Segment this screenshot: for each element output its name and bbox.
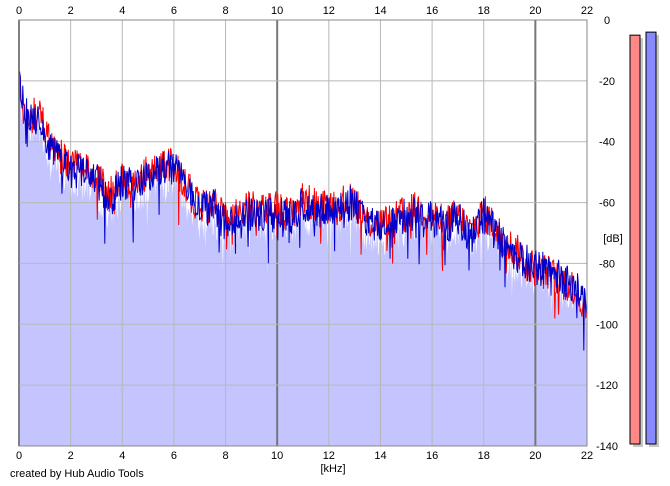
x-tick-label-top: 18	[478, 5, 490, 17]
x-tick-label-top: 2	[68, 5, 74, 17]
x-tick-label-bottom: 16	[426, 450, 438, 462]
y-tick-label: 0	[604, 15, 610, 27]
x-tick-label-top: 22	[581, 5, 593, 17]
x-tick-label-top: 6	[171, 5, 177, 17]
y-tick-label: -100	[596, 319, 618, 331]
x-tick-label-top: 16	[426, 5, 438, 17]
y-tick-label: -80	[599, 258, 615, 270]
x-tick-label-bottom: 4	[119, 450, 125, 462]
x-tick-label-bottom: 22	[581, 450, 593, 462]
x-tick-label-bottom: 20	[529, 450, 541, 462]
y-tick-label: -60	[599, 198, 615, 210]
x-tick-label-bottom: 0	[16, 450, 22, 462]
y-tick-label: -20	[599, 76, 615, 88]
x-tick-label-top: 20	[529, 5, 541, 17]
x-tick-label-top: 10	[271, 5, 283, 17]
credit-text: created by Hub Audio Tools	[10, 468, 144, 480]
x-tick-label-bottom: 8	[222, 450, 228, 462]
x-tick-label-top: 12	[323, 5, 335, 17]
x-tick-label-bottom: 6	[171, 450, 177, 462]
x-tick-label-top: 4	[119, 5, 125, 17]
x-tick-label-bottom: 14	[374, 450, 386, 462]
y-tick-label: -120	[596, 380, 618, 392]
y-tick-label: -40	[599, 137, 615, 149]
level-meter-bar	[629, 34, 641, 445]
y-axis-label: [dB]	[603, 233, 623, 245]
y-tick-label: -140	[596, 441, 618, 453]
level-meter-bar	[645, 31, 657, 445]
x-tick-label-bottom: 12	[323, 450, 335, 462]
x-tick-label-bottom: 10	[271, 450, 283, 462]
spectrum-trace-2	[18, 70, 588, 351]
x-tick-label-top: 8	[222, 5, 228, 17]
x-tick-label-top: 14	[374, 5, 386, 17]
x-tick-label-bottom: 2	[68, 450, 74, 462]
plot-frame	[18, 19, 588, 447]
x-tick-label-top: 0	[16, 5, 22, 17]
x-tick-label-bottom: 18	[478, 450, 490, 462]
x-axis-label: [kHz]	[320, 463, 345, 475]
